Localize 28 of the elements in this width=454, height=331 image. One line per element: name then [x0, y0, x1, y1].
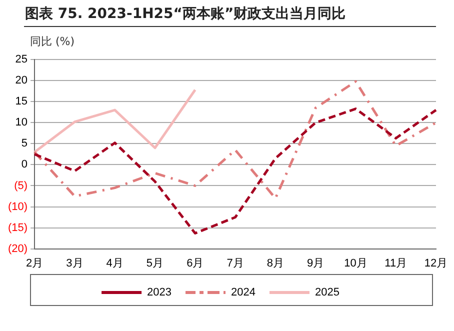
y-tick-label: (5) [14, 180, 28, 192]
line-series [33, 80, 438, 200]
x-tick-label: 10月 [344, 257, 368, 270]
y-tick-label: 15 [15, 96, 28, 108]
legend-label: 2025 [314, 286, 340, 299]
x-tick-label: 8月 [266, 257, 284, 270]
x-tick-label: 11月 [384, 257, 408, 270]
x-tick-label: 3月 [66, 257, 84, 270]
legend-label: 2024 [231, 286, 256, 299]
y-tick-label: 0 [21, 158, 28, 171]
y-tick-label: 10 [15, 116, 28, 129]
y-axis-title: 同比 (%) [30, 34, 75, 49]
legend-label: 2023 [147, 286, 172, 299]
line-series [33, 108, 438, 234]
x-tick-label: 2月 [26, 257, 44, 270]
y-tick-label: 5 [21, 138, 28, 150]
y-tick-label: 20 [15, 74, 28, 87]
x-tick-label: 7月 [226, 257, 244, 270]
x-tick-label: 4月 [106, 257, 124, 270]
x-tick-label: 6月 [186, 257, 204, 270]
y-tick-label: 25 [15, 54, 28, 66]
x-tick-label: 9月 [307, 257, 324, 270]
y-tick-label: (20) [8, 242, 28, 255]
x-tick-label: 12月 [424, 257, 448, 270]
y-tick-label: (15) [8, 222, 28, 234]
y-tick-label: (10) [8, 200, 28, 213]
x-tick-label: 5月 [146, 257, 164, 270]
chart-title: 图表 75. 2023-1H25“两本账”财政支出当月同比 [25, 5, 346, 23]
